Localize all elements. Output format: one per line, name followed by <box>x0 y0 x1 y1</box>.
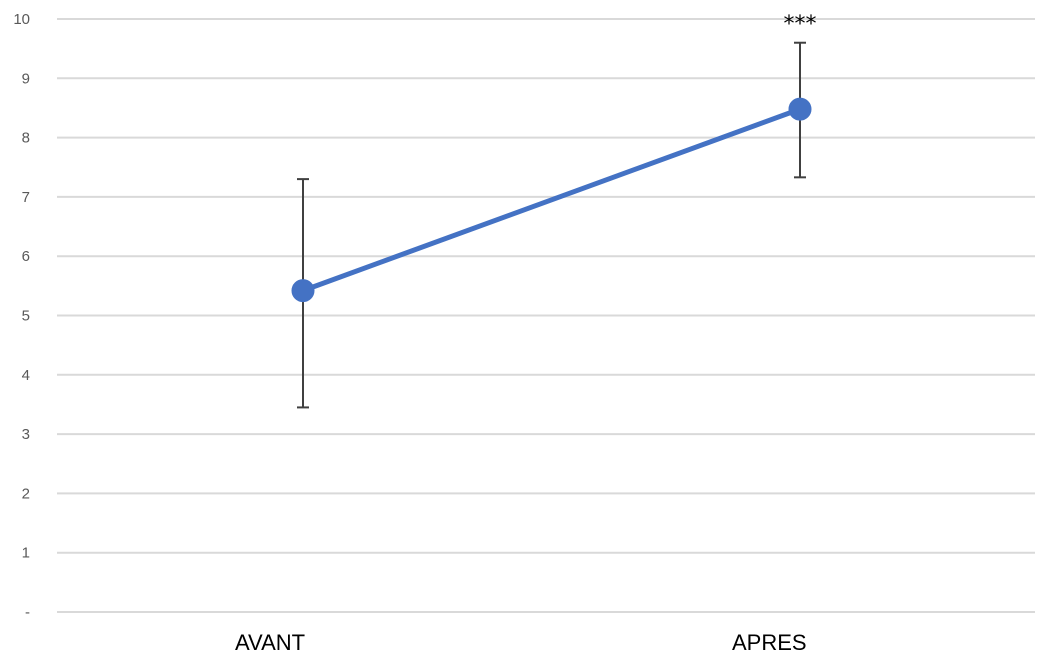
y-tick-label: 7 <box>22 189 30 206</box>
y-tick-label: 2 <box>22 485 30 502</box>
series-line <box>302 106 801 293</box>
y-tick-label: 3 <box>22 426 30 443</box>
y-axis-ticks: - 1 2 3 4 5 6 7 8 9 10 <box>13 11 30 621</box>
gridlines <box>57 18 1035 613</box>
y-tick-label: 5 <box>22 308 30 325</box>
data-point-marker <box>291 279 315 303</box>
x-tick-label: APRES <box>732 630 807 655</box>
y-tick-label: 6 <box>22 248 30 265</box>
y-tick-label: 4 <box>22 367 30 384</box>
y-tick-label: - <box>25 604 30 621</box>
error-bars <box>297 41 806 409</box>
y-tick-label: 10 <box>13 11 30 28</box>
annotations: *** <box>784 12 817 37</box>
x-tick-label: AVANT <box>235 630 305 655</box>
data-point-marker <box>788 97 812 121</box>
series-line-group <box>291 97 812 303</box>
y-tick-label: 8 <box>22 130 30 147</box>
x-axis-ticks: AVANT APRES <box>235 630 807 655</box>
significance-annotation: *** <box>784 12 817 37</box>
y-tick-label: 9 <box>22 70 30 87</box>
y-tick-label: 1 <box>22 545 30 562</box>
